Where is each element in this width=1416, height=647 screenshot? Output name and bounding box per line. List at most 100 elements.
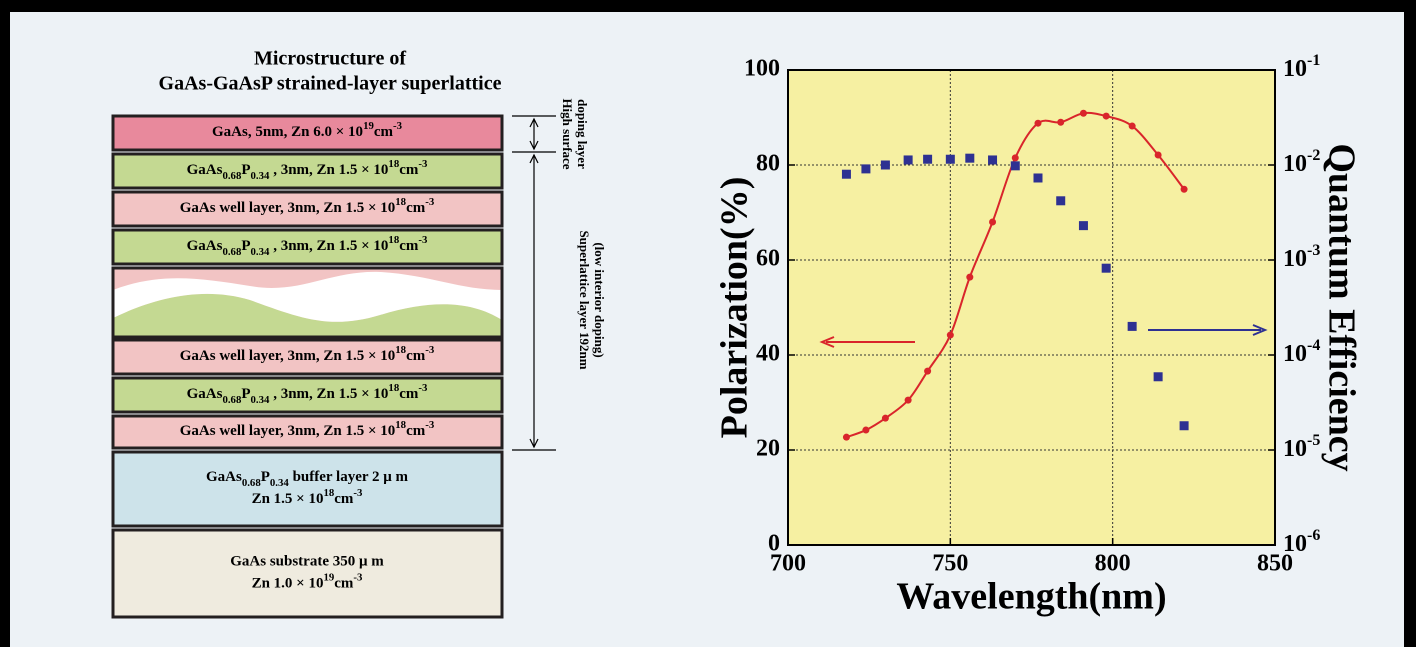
layer [111,376,504,414]
superscript: 18 [388,158,399,170]
series-line [846,111,1185,439]
y2-tick-base: 10 [1283,56,1307,82]
text-run: GaAs well layer, 3nm, Zn 1.5 × 10 [180,348,396,364]
bracket-label: High surface [560,98,575,169]
square-marker [1010,161,1020,171]
layer-frame [111,266,504,339]
circle-marker [1057,118,1065,126]
circle-marker [1011,154,1019,162]
circle-marker [862,426,870,434]
text-run: P [261,469,270,485]
layer [111,228,504,266]
text-run: , 3nm, Zn 1.5 × 10 [269,162,388,178]
y2-tick-base: 10 [1283,341,1307,367]
square-marker [923,154,933,164]
plot-area [788,70,1275,545]
x-tick-label: 750 [932,551,968,577]
square-marker [1127,321,1137,331]
square-marker [880,160,890,170]
circle-marker [1154,151,1162,159]
text-run: GaAs [187,386,223,402]
annotation-arrows [819,324,1268,348]
text-run: GaAs [187,238,223,254]
layer-label: Zn 1.5 × 1018cm-3 [252,487,363,507]
x-axis-title: Wavelength(nm) [896,576,1166,618]
diagram-title: Microstructure of [254,48,406,70]
square-marker [988,155,998,165]
text-run: cm [399,386,419,402]
y2-tick-exponent: -5 [1307,432,1320,449]
text-run: P [241,162,250,178]
y-axis-title: Polarization(%) [714,177,756,439]
superscript: -3 [425,419,435,431]
circle-marker [842,433,850,441]
circle-marker [1079,109,1087,117]
layer-label: GaAs well layer, 3nm, Zn 1.5 × 1018cm-3 [180,196,435,216]
text-run: cm [406,200,426,216]
square-marker [841,169,851,179]
bracket-label: (low interior doping) [592,242,607,357]
subscript: 0.34 [251,170,270,182]
layer-label: Zn 1.0 × 1019cm-3 [252,572,363,592]
x-tick-label: 700 [770,551,806,577]
text-run: cm [334,576,354,592]
superscript: -3 [418,382,428,394]
y2-axis-title: Quantum Efficiency [1320,143,1362,471]
text-run: , 3nm, Zn 1.5 × 10 [269,238,388,254]
bracket-label: Superlattice layer 192nm [577,230,592,369]
layer-label: GaAs well layer, 3nm, Zn 1.5 × 1018cm-3 [180,344,435,364]
layer [111,450,504,528]
superscript: 18 [388,234,399,246]
superscript: -3 [418,158,428,170]
y2-tick-exponent: -6 [1307,527,1320,544]
subscript: 0.34 [251,246,270,258]
superscript: 18 [323,487,334,499]
x-tick-label: 850 [1257,551,1293,577]
square-marker [1153,372,1163,382]
y2-tick-label: 10-3 [1283,242,1320,271]
square-marker [965,153,975,163]
brackets [512,115,556,451]
text-run: P [241,238,250,254]
y-tick-label: 100 [744,56,780,82]
y2-tick-exponent: -3 [1307,242,1320,259]
circle-marker [924,367,932,375]
circle-marker [904,396,912,404]
text-run: cm [406,423,426,439]
text-run: , 3nm, Zn 1.5 × 10 [269,386,388,402]
circle-marker [989,218,997,226]
superscript: 18 [395,344,406,356]
y-tick-label: 20 [756,436,780,462]
y2-tick-base: 10 [1283,246,1307,272]
superscript: -3 [353,487,363,499]
layer [111,152,504,190]
text-run: Zn 1.0 × 10 [252,576,324,592]
superscript: 18 [388,382,399,394]
bracket-arrow-head [529,153,539,449]
circle-marker [1128,122,1136,130]
subscript: 0.68 [222,394,241,406]
superscript: 19 [323,572,334,584]
bracket-arrow-head [529,117,539,151]
x-tick-label: 800 [1095,551,1131,577]
text-run: GaAs well layer, 3nm, Zn 1.5 × 10 [180,423,396,439]
y2-tick-label: 10-2 [1283,147,1320,176]
y2-tick-exponent: -1 [1307,52,1320,69]
layer [111,190,504,228]
square-marker [1078,221,1088,231]
text-run: GaAs, 5nm, Zn 6.0 × 10 [212,124,363,140]
y2-tick-label: 10-1 [1283,52,1320,81]
superscript: 19 [363,120,374,132]
y-tick-label: 40 [756,341,780,367]
text-run: cm [374,124,394,140]
layer [111,338,504,376]
layer-label: GaAs0.68P0.34 , 3nm, Zn 1.5 × 1018cm-3 [187,158,428,182]
circle-marker [1102,112,1110,120]
circle-marker [946,331,954,339]
layer-label: GaAs well layer, 3nm, Zn 1.5 × 1018cm-3 [180,419,435,439]
text-run: cm [399,162,419,178]
layer-label: GaAs0.68P0.34 buffer layer 2 μ m [206,469,409,489]
y2-tick-label: 10-4 [1283,337,1320,366]
y2-tick-label: 10-5 [1283,432,1320,461]
